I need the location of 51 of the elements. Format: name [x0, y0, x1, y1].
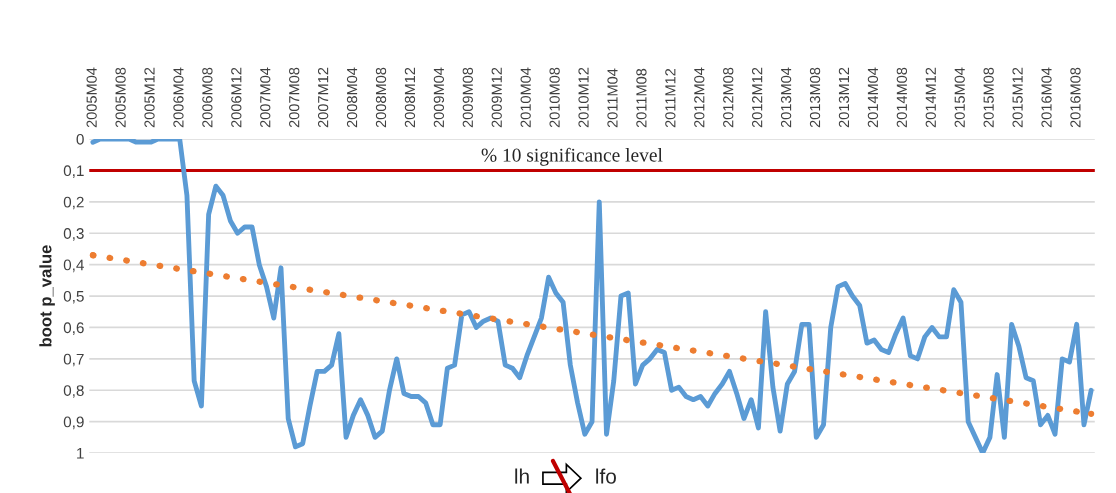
x-tick-label: 2009M04 [433, 67, 445, 128]
x-tick-label: 2012M12 [752, 67, 763, 128]
y-tick-label: 0,8 [63, 385, 84, 398]
line-series [90, 139, 1094, 454]
x-tick-label: 2007M04 [260, 67, 271, 128]
text: lfo [596, 468, 616, 484]
x-tick-label: 2011M04 [607, 68, 618, 128]
x-tick-label: 2005M04 [86, 67, 97, 128]
x-tick-label: 2005M08 [115, 67, 126, 128]
x-tick-label: 2005M12 [144, 67, 155, 128]
x-tick-label: 2012M08 [723, 67, 734, 128]
y-tick-label: 0,5 [63, 290, 84, 304]
x-tick-label: 2015M04 [954, 67, 965, 128]
y-tick-label: 0,9 [63, 416, 84, 430]
y-tick-label: 0,4 [63, 259, 84, 273]
y-tick-label: 0,1 [63, 165, 84, 178]
y-tick-label: 0,3 [63, 228, 84, 241]
x-tick-label: 2008M04 [346, 67, 358, 128]
y-tick-label: 0,6 [63, 322, 84, 335]
x-tick-label: 2007M12 [317, 67, 329, 128]
x-tick-label: 2006M04 [173, 67, 184, 128]
x-tick-label: 2016M08 [1070, 67, 1081, 128]
x-tick-label: 2015M08 [983, 67, 994, 128]
x-tick-label: 2006M12 [231, 67, 242, 128]
x-tick-label: 2010M08 [549, 67, 560, 128]
x-tick-label: 2010M12 [578, 67, 589, 128]
x-tick-label: 2013M08 [809, 67, 821, 128]
x-tick-label: 2010M04 [520, 67, 531, 128]
x-tick-label: 2014M04 [867, 67, 879, 128]
text: lh [515, 468, 529, 484]
x-tick-label: 2014M08 [896, 67, 908, 128]
y-axis-title: boot p_value [39, 245, 55, 347]
x-tick-label: 2013M04 [780, 67, 792, 128]
y-tick-label: 0 [76, 133, 84, 145]
x-tick-label: 2011M12 [665, 68, 676, 128]
y-tick-label: 0,2 [63, 196, 84, 210]
x-tick-label: 2008M12 [404, 67, 416, 128]
ref-line-label: % 10 significance level [481, 147, 663, 166]
x-tick-label: 2013M12 [838, 67, 850, 128]
x-tick-label: 2009M12 [491, 67, 502, 128]
x-tick-label: 2011M08 [636, 68, 647, 128]
y-tick-label: 0,7 [63, 353, 84, 367]
x-tick-label: 2016M04 [1041, 67, 1052, 128]
x-tick-label: 2012M04 [694, 67, 705, 128]
x-tick-label: 2007M08 [289, 67, 300, 128]
x-tick-label: 2015M12 [1012, 67, 1023, 128]
x-tick-label: 2009M08 [462, 67, 473, 128]
x-tick-label: 2008M08 [375, 67, 387, 128]
y-tick-label: 1 [77, 448, 84, 459]
x-tick-label: 2006M08 [202, 67, 213, 128]
x-tick-label: 2014M12 [925, 67, 936, 128]
